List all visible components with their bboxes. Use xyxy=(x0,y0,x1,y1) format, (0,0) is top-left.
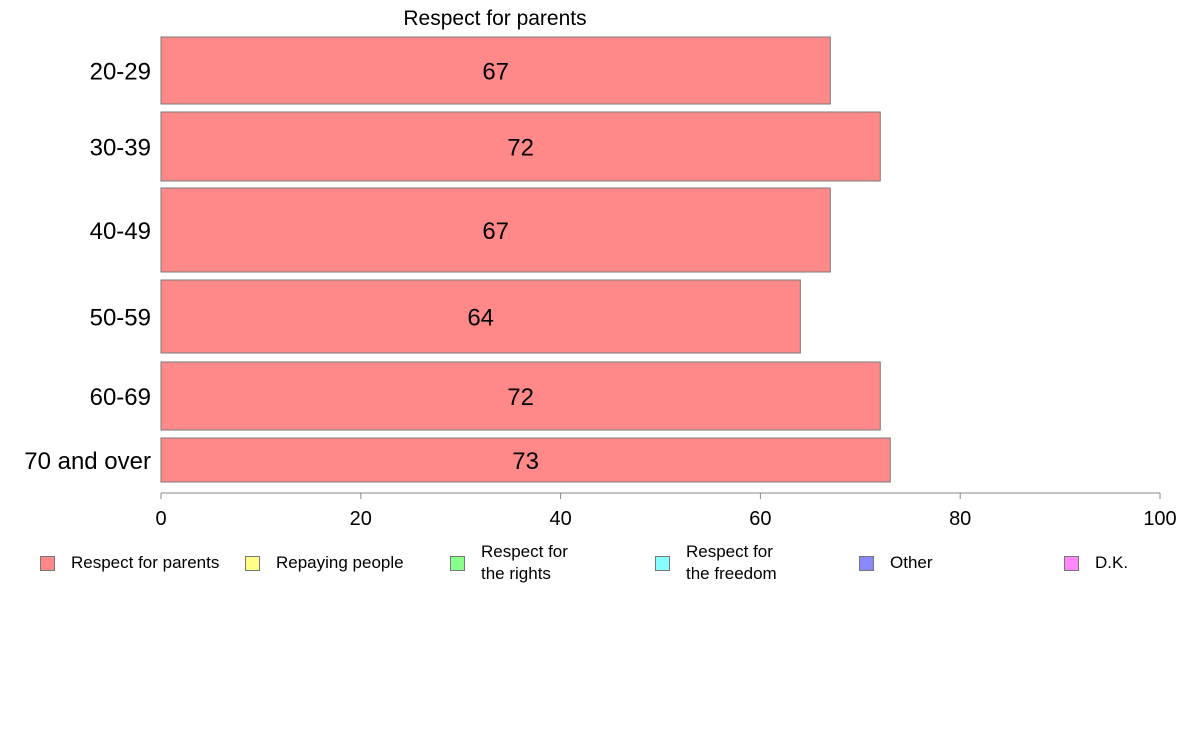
legend-label: Repaying people xyxy=(276,553,404,572)
legend-swatch xyxy=(1064,555,1079,571)
legend-swatch xyxy=(245,555,260,571)
legend-item: Repaying people xyxy=(245,540,404,586)
category-label: 30-39 xyxy=(90,135,151,162)
bars-group: 67 20-29 72 30-39 67 40-49 64 50-59 72 60-69 73 70 … xyxy=(24,36,891,483)
x-tick-label: 100 xyxy=(1143,508,1176,530)
category-label: 20-29 xyxy=(90,59,151,86)
legend-label: Respect for the rights xyxy=(481,542,568,583)
legend: Respect for parents Repaying people Respec… xyxy=(0,540,1188,590)
bar-value-label: 64 xyxy=(467,305,494,332)
legend-label: Respect for parents xyxy=(71,553,220,572)
chart-title: Respect for parents xyxy=(403,7,586,30)
x-tick-label: 0 xyxy=(155,508,166,530)
legend-swatch xyxy=(40,555,55,571)
legend-label: Respect for the freedom xyxy=(686,542,777,583)
bar-value-label: 67 xyxy=(482,218,509,245)
category-label: 40-49 xyxy=(90,218,151,245)
legend-swatch xyxy=(859,555,874,571)
category-label: 70 and over xyxy=(24,448,151,475)
legend-item: D.K. xyxy=(1064,540,1128,586)
x-tick-label: 20 xyxy=(350,508,372,530)
bar-20-29 xyxy=(160,36,831,105)
x-tick-label: 80 xyxy=(949,508,971,530)
legend-label: D.K. xyxy=(1095,553,1129,572)
category-label: 60-69 xyxy=(90,384,151,411)
bar-value-label: 72 xyxy=(507,384,534,411)
bar-60-69 xyxy=(160,361,881,431)
bar-30-39 xyxy=(160,111,881,182)
x-axis: 0 20 40 60 80 100 xyxy=(155,492,1177,530)
legend-swatch xyxy=(450,555,465,571)
bar-70-and-over xyxy=(160,437,891,483)
legend-item: Respect for the rights xyxy=(450,540,568,586)
bar-value-label: 72 xyxy=(507,135,534,162)
x-tick-label: 40 xyxy=(549,508,571,530)
x-tick-label: 60 xyxy=(749,508,771,530)
legend-item: Respect for parents xyxy=(40,540,219,586)
bar-chart: Respect for parents 67 20-29 72 30-39 67 40-4… xyxy=(24,7,1177,530)
category-label: 50-59 xyxy=(90,305,151,332)
legend-label: Other xyxy=(890,553,933,572)
bar-value-label: 67 xyxy=(482,59,509,86)
bar-50-59 xyxy=(160,279,801,354)
legend-swatch xyxy=(655,555,670,571)
legend-item: Respect for the freedom xyxy=(655,540,777,586)
bar-value-label: 73 xyxy=(512,448,539,475)
bar-40-49 xyxy=(160,187,831,273)
legend-item: Other xyxy=(859,540,933,586)
